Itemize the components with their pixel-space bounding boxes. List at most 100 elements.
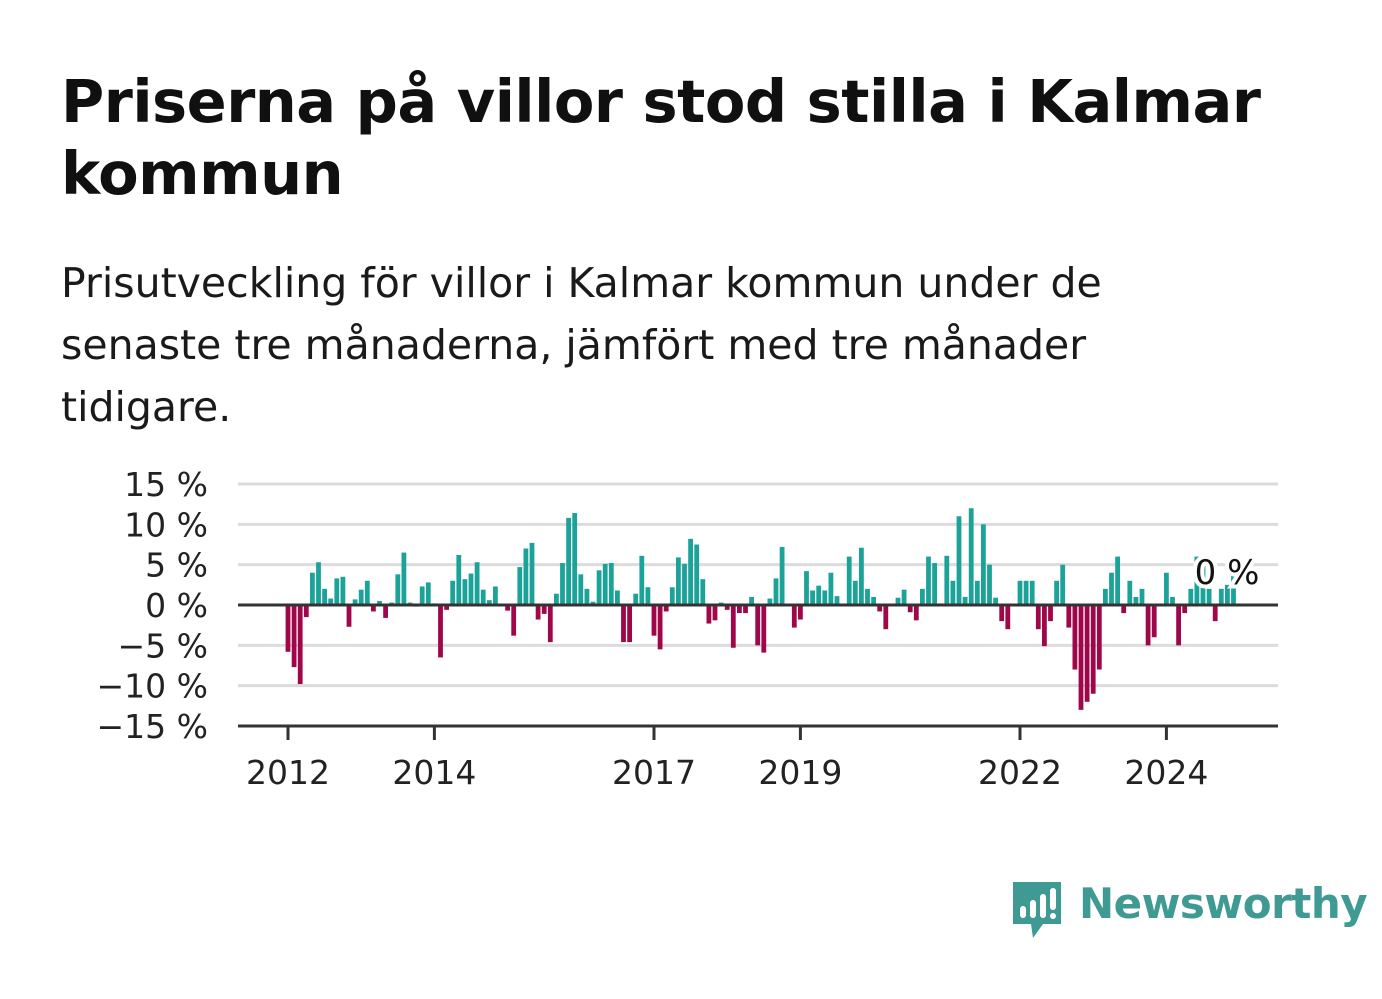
bar — [444, 605, 449, 610]
bar — [956, 516, 962, 605]
bar — [462, 579, 468, 605]
bar — [1054, 580, 1059, 605]
bar — [1218, 588, 1224, 605]
x-axis-tick-labels: 2012 2014 2017 2019 2022 2024 — [246, 753, 1208, 792]
bar — [639, 555, 645, 605]
bar — [633, 593, 639, 605]
bar — [1035, 605, 1041, 630]
y-tick-label: 15 % — [124, 465, 208, 504]
bar — [791, 605, 797, 628]
bar — [950, 580, 956, 605]
bar — [621, 605, 626, 643]
bar — [395, 574, 401, 605]
bar — [419, 586, 425, 605]
bar — [987, 564, 992, 605]
brand-name: Newsworthy — [1079, 879, 1368, 928]
bar — [810, 590, 815, 605]
bar — [767, 598, 773, 605]
y-tick-label: −5 % — [118, 626, 209, 665]
bar — [1200, 564, 1206, 605]
bar — [456, 554, 462, 605]
bar — [804, 571, 809, 605]
bar — [968, 508, 974, 605]
bar — [1170, 596, 1175, 605]
bar — [1133, 596, 1139, 605]
bar — [846, 556, 852, 605]
bar — [486, 600, 492, 605]
bar — [883, 605, 889, 630]
bar — [1048, 605, 1053, 622]
bar — [1121, 605, 1127, 614]
bar — [303, 605, 309, 618]
bar — [291, 605, 297, 668]
bar — [1151, 605, 1157, 638]
bar — [1115, 556, 1120, 605]
bar — [560, 563, 565, 605]
bar — [706, 605, 712, 624]
bar — [1078, 605, 1084, 710]
bar — [669, 587, 675, 605]
price-change-bar-chart: 15 %10 %5 %0 %−5 %−10 %−15 % 2012 2014 201… — [97, 465, 1278, 792]
bar — [523, 548, 529, 605]
bar — [737, 605, 742, 614]
bar — [578, 574, 584, 605]
chart-gridlines — [238, 482, 1278, 688]
bar — [1103, 588, 1108, 605]
bar — [596, 570, 602, 605]
bar — [322, 588, 327, 605]
bar — [1090, 605, 1096, 694]
x-tick-label: 2012 — [246, 753, 330, 792]
bar — [1164, 572, 1169, 605]
bar — [755, 605, 761, 646]
bar — [438, 605, 443, 658]
bar — [1139, 588, 1145, 605]
bar — [334, 578, 340, 605]
bar — [877, 605, 883, 612]
bar — [572, 513, 578, 605]
bar — [566, 517, 571, 605]
bar — [865, 588, 870, 605]
bar — [480, 589, 486, 605]
bar — [682, 563, 687, 605]
bar — [584, 588, 590, 605]
bar — [615, 590, 620, 605]
bar — [285, 605, 291, 652]
bar — [297, 605, 303, 685]
bar — [907, 605, 913, 613]
bar — [1066, 605, 1072, 628]
bar — [425, 582, 431, 605]
chart-bars — [285, 508, 1236, 710]
x-tick-label: 2024 — [1124, 753, 1208, 792]
bar — [932, 563, 937, 605]
y-tick-label: 5 % — [145, 546, 208, 585]
bar — [1194, 556, 1200, 605]
bar — [1017, 580, 1023, 605]
bar — [468, 573, 474, 605]
bar — [505, 605, 510, 611]
x-tick-label: 2019 — [758, 753, 842, 792]
bar — [1206, 588, 1212, 605]
bar — [1127, 580, 1133, 605]
bar — [474, 562, 480, 605]
bar — [541, 605, 547, 614]
bar — [981, 524, 986, 605]
bar — [852, 580, 858, 605]
bar — [340, 576, 346, 605]
page-subtitle: Prisutveckling för villor i Kalmar kommu… — [61, 259, 1102, 431]
bar — [493, 586, 498, 605]
bar — [352, 599, 358, 605]
bar — [1029, 580, 1035, 605]
bar — [547, 605, 553, 643]
bar — [700, 579, 706, 605]
bar — [901, 589, 907, 605]
bar — [1005, 605, 1011, 630]
bar — [1060, 564, 1066, 605]
bar — [944, 555, 950, 605]
bar — [694, 544, 700, 605]
x-tick-label: 2017 — [612, 753, 696, 792]
bar — [779, 546, 785, 605]
bar — [871, 596, 876, 605]
bar — [377, 600, 382, 605]
bar — [1084, 605, 1090, 702]
y-tick-label: −15 % — [97, 707, 209, 746]
